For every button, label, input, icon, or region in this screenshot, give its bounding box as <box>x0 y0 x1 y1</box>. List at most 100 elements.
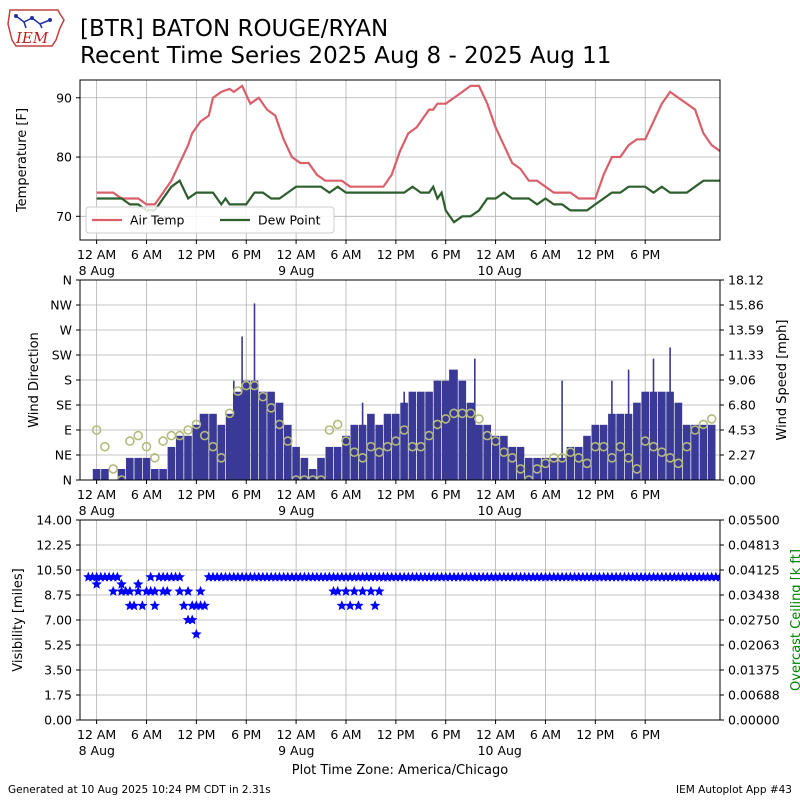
ceiling-tick-label: 0.04813 <box>728 538 780 553</box>
wind-speed-tick-label: 18.12 <box>728 273 764 288</box>
visibility-y-label: Visibility [miles] <box>11 568 26 671</box>
x-tick-label: 12 AM <box>276 727 315 742</box>
wind-speed-bar <box>441 380 450 480</box>
wind-dir-point <box>698 419 709 430</box>
wind-dir-point <box>582 458 592 469</box>
wind-direction-y-label: Wind Direction <box>27 332 42 428</box>
visibility-point <box>349 585 360 596</box>
wind-speed-spike <box>403 391 405 480</box>
wind-dir-point <box>174 430 185 441</box>
visibility-point <box>320 571 331 582</box>
wind-dir-point <box>656 447 667 458</box>
wind-dir-tick-label: W <box>60 323 72 338</box>
wind-dir-point <box>565 447 576 458</box>
wind-speed-tick-label: 13.59 <box>728 323 764 338</box>
wind-dir-tick-label: E <box>64 423 72 438</box>
wind-dir-point <box>166 430 177 441</box>
temperature-y-label: Temperature [F] <box>15 108 30 213</box>
wind-speed-bar <box>308 469 317 480</box>
wind-speed-bars <box>92 303 716 480</box>
wind-dir-point <box>233 386 243 396</box>
wind-dir-point <box>615 441 626 452</box>
wind-speed-bar <box>284 424 292 480</box>
wind-dir-tick-label: NE <box>55 448 72 463</box>
wind-speed-bar <box>151 469 159 480</box>
wind-speed-bar <box>508 446 516 480</box>
x-tick-label: 12 PM <box>576 247 614 262</box>
x-date-label: 8 Aug <box>79 263 115 278</box>
wind-dir-tick-label: S <box>64 373 72 388</box>
panel-frame <box>79 519 721 721</box>
wind-speed-tick-label: 15.86 <box>728 298 764 313</box>
visibility-point <box>565 571 576 582</box>
visibility-point <box>108 571 119 582</box>
x-tick-label: 6 PM <box>630 727 660 742</box>
x-tick-label: 12 AM <box>476 487 515 502</box>
visibility-point <box>141 585 152 596</box>
x-tick-label: 6 AM <box>131 247 162 262</box>
x-tick-label: 6 AM <box>330 487 361 502</box>
wind-dir-point <box>540 458 551 469</box>
visibility-point <box>344 600 356 611</box>
wind-dir-point <box>490 436 501 446</box>
wind-dir-point <box>532 464 542 474</box>
wind-dir-point <box>316 475 326 480</box>
wind-dir-point <box>640 436 651 446</box>
wind-speed-tick-label: 4.53 <box>728 423 756 438</box>
wind-speed-bar <box>591 424 600 480</box>
wind-speed-bar <box>417 391 425 480</box>
x-date-label: 9 Aug <box>278 743 314 758</box>
wind-dir-point <box>665 452 675 463</box>
x-tick-label: 6 AM <box>330 727 361 742</box>
y-tick-label: 70 <box>56 209 72 224</box>
wind-speed-bar <box>300 457 309 480</box>
visibility-tick-label: 3.50 <box>44 663 72 678</box>
x-tick-label: 12 AM <box>77 727 116 742</box>
wind-speed-bar <box>209 413 217 480</box>
wind-speed-spike <box>199 413 202 480</box>
wind-speed-bar <box>483 424 491 480</box>
visibility-point <box>706 571 717 582</box>
wind-speed-bar <box>217 424 226 480</box>
x-tick-label: 12 PM <box>177 247 215 262</box>
wind-speed-bar <box>500 435 508 480</box>
x-tick-label: 12 PM <box>576 487 614 502</box>
visibility-point <box>207 571 219 582</box>
wind-speed-bar <box>674 402 683 480</box>
visibility-point <box>349 571 360 582</box>
wind-speed-bar <box>616 413 624 480</box>
visibility-point <box>116 578 127 589</box>
wind-dir-point <box>266 402 277 413</box>
x-tick-label: 6 AM <box>131 487 162 502</box>
visibility-tick-label: 10.50 <box>36 563 72 578</box>
wind-dir-point <box>349 447 360 458</box>
visibility-point <box>170 571 181 582</box>
visibility-point <box>145 571 156 582</box>
visibility-point <box>137 600 148 611</box>
wind-speed-bar <box>682 424 691 480</box>
wind-dir-point <box>158 436 168 446</box>
wind-dir-point <box>208 441 218 452</box>
wind-speed-bar <box>566 446 575 480</box>
wind-speed-bar <box>275 402 284 480</box>
visibility-point <box>187 614 198 625</box>
visibility-point <box>149 600 160 611</box>
wind-dir-point <box>440 414 451 424</box>
wind-dir-point <box>366 441 376 452</box>
wind-dir-point <box>191 419 202 430</box>
visibility-point <box>133 585 144 596</box>
wind-speed-bar <box>192 424 201 480</box>
visibility-point <box>174 585 185 596</box>
wind-speed-spike <box>253 303 256 480</box>
wind-speed-bar <box>475 424 483 480</box>
x-tick-label: 6 PM <box>630 487 660 502</box>
wind-dir-point <box>465 408 476 419</box>
wind-speed-bar <box>259 391 267 480</box>
visibility-point <box>357 585 368 596</box>
logo-icon: IEM <box>7 9 65 47</box>
wind-speed-tick-label: 9.06 <box>728 373 756 388</box>
x-tick-label: 6 AM <box>131 727 162 742</box>
wind-speed-spike <box>561 380 563 480</box>
wind-dir-point <box>183 425 193 435</box>
visibility-point <box>640 571 651 582</box>
